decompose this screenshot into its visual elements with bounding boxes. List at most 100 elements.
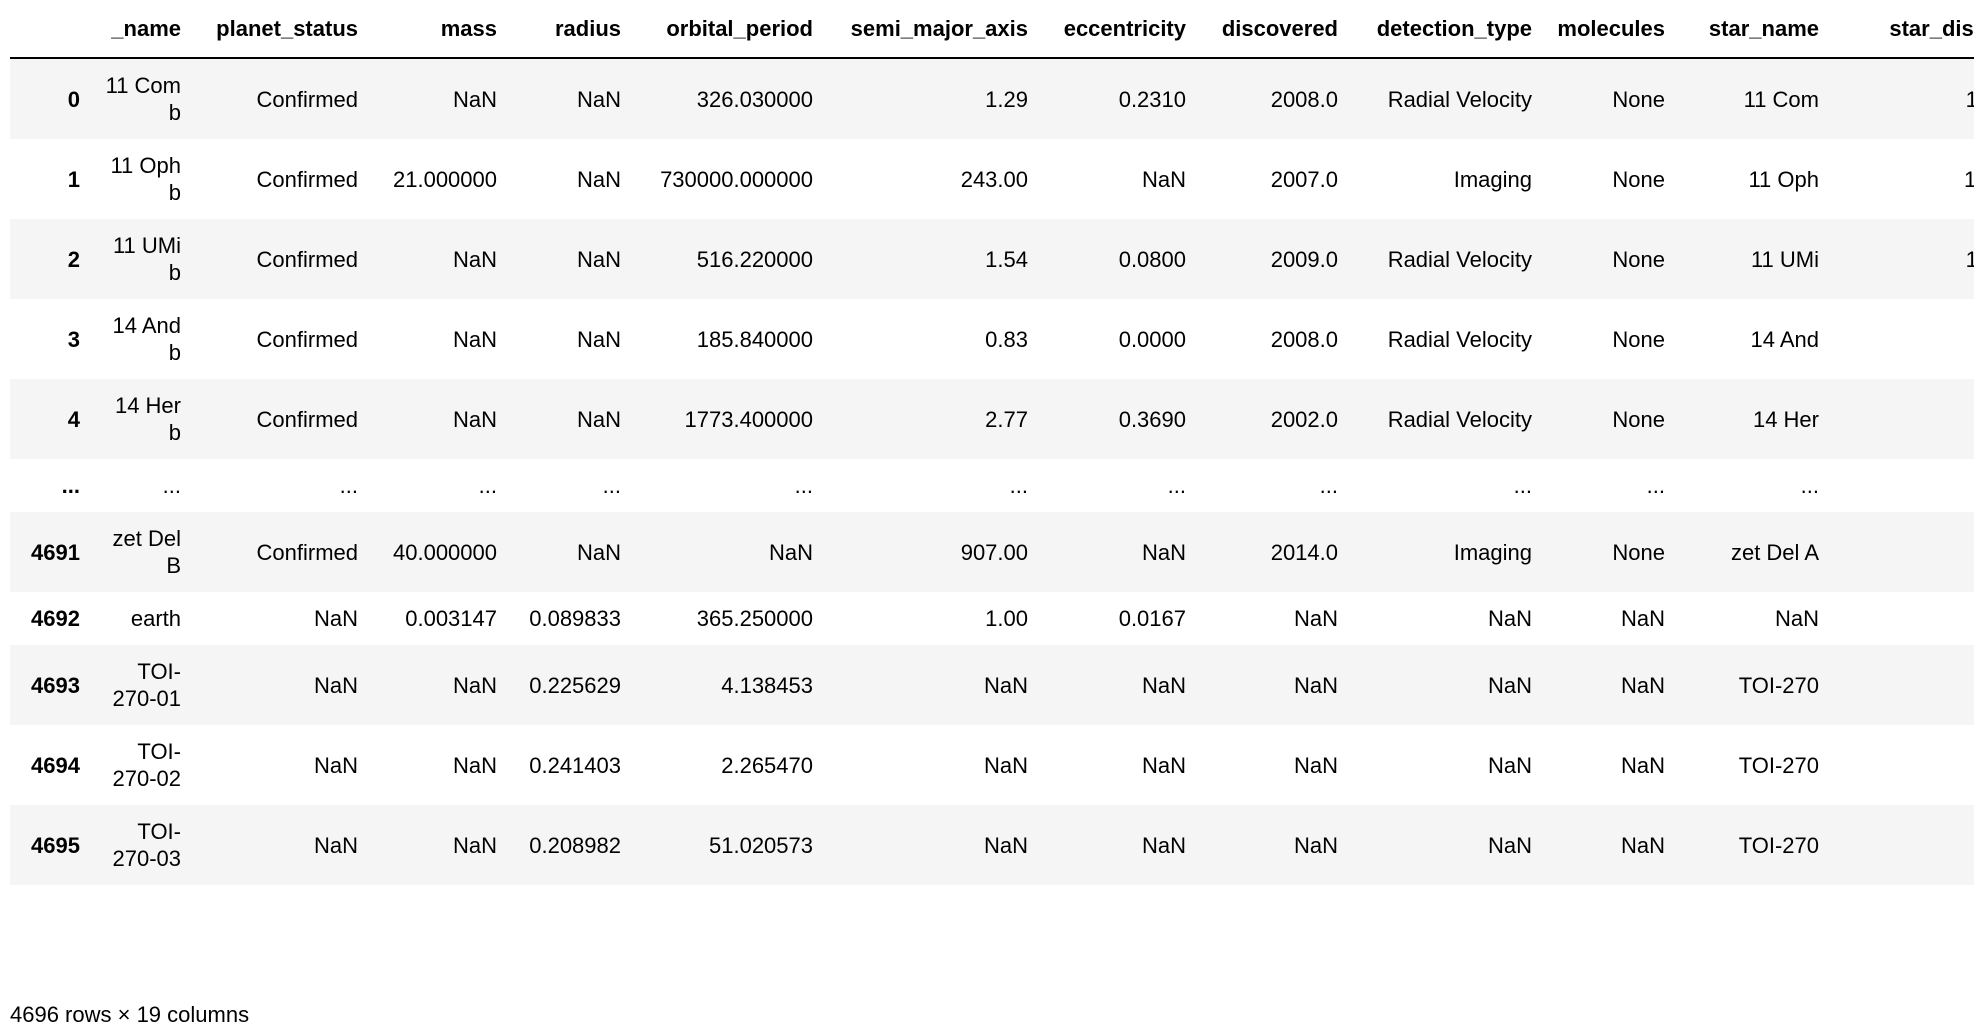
cell: Confirmed (256, 166, 358, 192)
column-header: eccentricity (1040, 0, 1198, 59)
cell: Na (1831, 725, 1974, 805)
cell: NaN (1141, 832, 1186, 858)
cell: 2008.0 (1270, 326, 1338, 352)
cell: NaN (576, 86, 621, 112)
cell: NaN (452, 326, 497, 352)
cell: 145.0 (1963, 166, 1974, 192)
cell: NaN (1293, 752, 1338, 778)
column-header: star_distanc (1831, 0, 1974, 59)
cell: TOI-270-03 (112, 819, 181, 871)
cell: 11 Oph b (110, 153, 181, 205)
row-index: 4 (67, 406, 80, 432)
cell: Imaging (1453, 539, 1532, 565)
cell: ... (1319, 473, 1338, 498)
cell: Radial Velocity (1387, 406, 1532, 432)
cell: Confirmed (256, 326, 358, 352)
cell: 76.4 (1831, 299, 1974, 379)
table-row: 1 11 Oph b Confirmed 21.000000 NaN 730000.000… (10, 139, 1974, 219)
header-row: _name planet_status mass radius orbital_peri… (10, 0, 1974, 59)
row-index: 1 (67, 166, 80, 192)
cell: 0.003147 (405, 606, 497, 631)
cell: NaN (452, 86, 497, 112)
cell: 0.208982 (529, 832, 621, 858)
cell: ... (478, 473, 497, 498)
cell: NaN (452, 832, 497, 858)
cell: None (1612, 86, 1665, 112)
cell: 516.220000 (696, 246, 813, 272)
cell: NaN (1487, 752, 1532, 778)
cell: NaN (1141, 672, 1186, 698)
cell: 1.29 (985, 86, 1028, 112)
cell: 1773.400000 (684, 406, 813, 432)
cell: 0.2310 (1118, 86, 1186, 112)
column-header: detection_type (1350, 0, 1544, 59)
column-header: semi_major_axis (825, 0, 1040, 59)
cell: 2002.0 (1270, 406, 1338, 432)
cell: 11 Com b (105, 73, 181, 125)
cell: None (1612, 246, 1665, 272)
cell: Radial Velocity (1387, 326, 1532, 352)
cell: Confirmed (256, 539, 358, 565)
cell: ... (794, 473, 813, 498)
cell: 365.250000 (696, 606, 813, 631)
cell: TOI-270 (1738, 752, 1819, 778)
cell: NaN (1293, 672, 1338, 698)
column-header: planet_status (193, 0, 370, 59)
dataframe: _name planet_status mass radius orbital_peri… (10, 0, 1974, 885)
cell: TOI-270 (1738, 832, 1819, 858)
cell: 119.5 (1965, 246, 1974, 272)
column-header: molecules (1544, 0, 1677, 59)
cell: ... (339, 473, 358, 498)
cell: NaN (452, 246, 497, 272)
cell: None (1612, 539, 1665, 565)
cell: 0.241403 (529, 752, 621, 778)
cell: ... (1831, 459, 1974, 512)
cell: zet Del A (1730, 539, 1819, 565)
cell: 11 Com (1743, 86, 1819, 112)
cell: NaN (452, 672, 497, 698)
cell: None (1612, 326, 1665, 352)
cell: NaN (576, 539, 621, 565)
cell: ... (1513, 473, 1532, 498)
column-header: mass (370, 0, 509, 59)
cell: 14 And b (112, 313, 181, 365)
cell: NaN (576, 166, 621, 192)
cell: NaN (983, 672, 1028, 698)
row-index: 4692 (31, 606, 80, 631)
cell: 0.089833 (529, 606, 621, 631)
cell: 40.000000 (393, 539, 497, 565)
cell: TOI-270-01 (112, 659, 181, 711)
cell: ... (1009, 473, 1028, 498)
cell: Na (1831, 592, 1974, 645)
dataframe-container: _name planet_status mass radius orbital_peri… (10, 0, 1974, 885)
cell: NaN (313, 832, 358, 858)
cell: 14 Her b (114, 393, 181, 445)
cell: NaN (1141, 539, 1186, 565)
table-row: 4694 TOI-270-02 NaN NaN 0.241403 2.265470 NaN N… (10, 725, 1974, 805)
cell: NaN (1141, 752, 1186, 778)
cell: 11 UMi b (112, 233, 181, 285)
cell: 2.265470 (721, 752, 813, 778)
cell: NaN (313, 606, 358, 631)
cell: 11 Oph (1748, 166, 1819, 192)
table-row: 4 14 Her b Confirmed NaN NaN 1773.400000 2.77 0… (10, 379, 1974, 459)
cell: 0.83 (985, 326, 1028, 352)
table-row: 4693 TOI-270-01 NaN NaN 0.225629 4.138453 NaN N… (10, 645, 1974, 725)
cell: None (1612, 406, 1665, 432)
cell: NaN (1293, 832, 1338, 858)
cell: Confirmed (256, 86, 358, 112)
cell: ... (1167, 473, 1186, 498)
row-index: 0 (67, 86, 80, 112)
cell: 0.0167 (1118, 606, 1186, 631)
cell: NaN (1620, 672, 1665, 698)
row-index: 4694 (31, 752, 80, 778)
table-row: 4691 zet Del B Confirmed 40.000000 NaN NaN 907… (10, 512, 1974, 592)
cell: 730000.000000 (660, 166, 813, 192)
row-index: 2 (67, 246, 80, 272)
cell: None (1612, 166, 1665, 192)
column-header: star_name (1677, 0, 1831, 59)
cell: NaN (768, 539, 813, 565)
footer: 4696 rows × 19 columns (10, 1002, 250, 1027)
cell: Radial Velocity (1387, 86, 1532, 112)
